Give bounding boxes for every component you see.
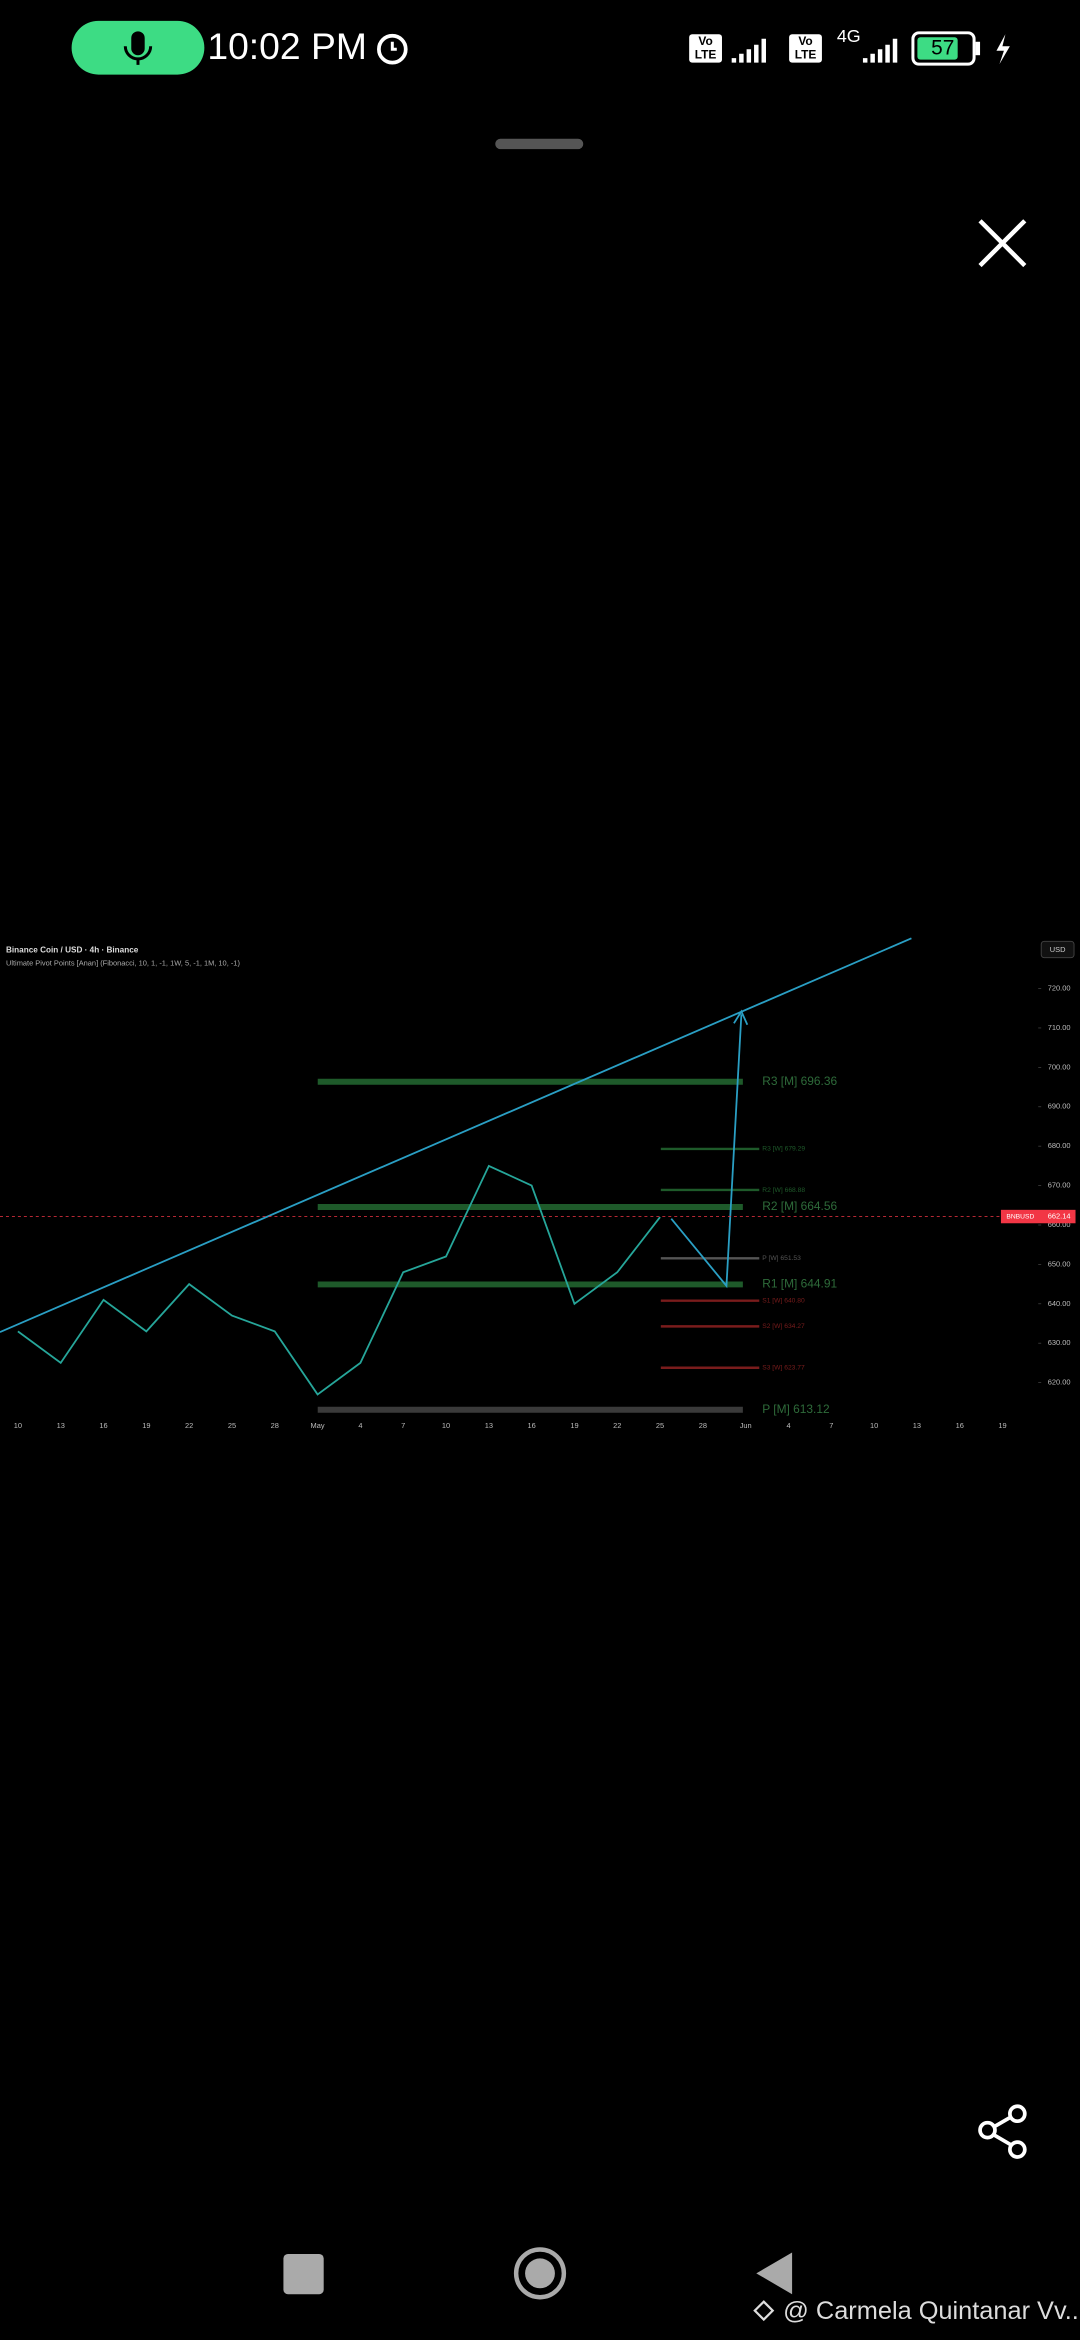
watermark: @ Carmela Quintanar Vv...: [783, 2297, 1080, 2325]
volte-text: Vo: [698, 34, 712, 48]
mic-icon: [131, 31, 145, 56]
mic-icon: [123, 46, 153, 65]
volte-badge: [689, 34, 722, 63]
x-tick-label: 4: [358, 1421, 362, 1430]
pivot-label: P [W] 651.53: [762, 1255, 801, 1262]
volte-badge: [789, 34, 822, 63]
y-tick-label: 670.00: [1048, 1181, 1071, 1190]
x-tick-label: 19: [998, 1421, 1006, 1430]
last-price-value: 662.14: [1048, 1212, 1071, 1221]
pivot-label: S2 [W] 634.27: [762, 1323, 805, 1330]
network-type: 4G: [837, 26, 861, 46]
pivot-label: S3 [W] 623.77: [762, 1365, 805, 1372]
last-price-symbol: BNBUSD: [1006, 1213, 1034, 1220]
x-tick-label: 16: [528, 1421, 536, 1430]
share-button[interactable]: [978, 2104, 1027, 2159]
recents-button[interactable]: [283, 2253, 324, 2295]
y-tick-label: 620.00: [1048, 1378, 1071, 1387]
chart-subtitle: Ultimate Pivot Points [Anan] (Fibonacci,…: [6, 959, 240, 968]
last-price-badge: [1000, 1209, 1076, 1224]
volte-text: LTE: [795, 47, 817, 61]
battery-tip: [975, 41, 981, 56]
volte-text: Vo: [798, 34, 812, 48]
back-button[interactable]: [756, 2252, 793, 2295]
y-tick-label: 680.00: [1048, 1141, 1071, 1150]
y-tick-label: 660.00: [1048, 1220, 1071, 1229]
x-tick-label: 16: [956, 1421, 964, 1430]
home-button[interactable]: [513, 2247, 567, 2300]
x-tick-label: 19: [570, 1421, 578, 1430]
currency: USD: [1050, 945, 1066, 954]
x-tick-label: May: [311, 1421, 325, 1430]
x-tick-label: 28: [271, 1421, 279, 1430]
y-tick-label: 710.00: [1048, 1023, 1071, 1032]
battery-level: [917, 37, 958, 60]
pivot-label: P [M] 613.12: [762, 1402, 830, 1416]
y-tick-label: 690.00: [1048, 1102, 1071, 1111]
x-tick-label: 7: [829, 1421, 833, 1430]
pivot-label: R3 [W] 679.29: [762, 1146, 805, 1153]
x-tick-label: 19: [142, 1421, 150, 1430]
y-tick-label: 720.00: [1048, 984, 1071, 993]
chart-title: Binance Coin / USD · 4h · Binance: [6, 945, 139, 954]
home-button: [525, 2258, 555, 2289]
battery-percent: 57: [931, 37, 954, 60]
x-tick-label: 16: [99, 1421, 107, 1430]
projection-arrow: [670, 1009, 749, 1289]
x-tick-label: 22: [613, 1421, 621, 1430]
x-tick-label: 28: [699, 1421, 707, 1430]
x-tick-label: 10: [14, 1421, 22, 1430]
price-line: [17, 1164, 661, 1396]
x-tick-label: 25: [228, 1421, 236, 1430]
y-tick-label: 700.00: [1048, 1062, 1071, 1071]
pivot-label: S1 [W] 640.80: [762, 1297, 805, 1304]
clock: 10:02 PM: [207, 25, 367, 67]
x-tick-label: 7: [401, 1421, 405, 1430]
volte-text: LTE: [695, 47, 717, 61]
pivot-label: R2 [W] 668.88: [762, 1187, 805, 1194]
x-tick-label: Jun: [740, 1421, 752, 1430]
pivot-label: R2 [M] 664.56: [762, 1199, 837, 1213]
y-tick-label: 630.00: [1048, 1338, 1071, 1347]
binance-icon: [753, 2300, 775, 2322]
x-tick-label: 4: [786, 1421, 790, 1430]
y-tick-label: 640.00: [1048, 1299, 1071, 1308]
battery: [911, 31, 976, 66]
x-tick-label: 13: [57, 1421, 65, 1430]
signal-icon: [731, 38, 766, 63]
currency-badge: [1040, 940, 1075, 959]
x-tick-label: 10: [442, 1421, 450, 1430]
x-tick-label: 13: [485, 1421, 493, 1430]
alarm-icon: [390, 41, 397, 51]
x-tick-label: 25: [656, 1421, 664, 1430]
pivot-label: R1 [M] 644.91: [762, 1277, 837, 1291]
pivot-label: R3 [M] 696.36: [762, 1074, 837, 1088]
drag-handle[interactable]: [495, 138, 584, 150]
chart: Binance Coin / USD · 4h · Binance Ultima…: [0, 937, 1076, 1430]
trendline: [0, 937, 912, 1333]
x-tick-label: 13: [913, 1421, 921, 1430]
screen-content: 10:02 PM Vo LTE Vo LTE 4G 57 Binance Coi…: [0, 20, 1080, 2325]
charging-icon: [996, 34, 1010, 65]
y-tick-label: 650.00: [1048, 1259, 1071, 1268]
x-tick-label: 22: [185, 1421, 193, 1430]
x-tick-label: 10: [870, 1421, 878, 1430]
alarm-icon: [377, 33, 408, 65]
signal-icon: [862, 38, 898, 63]
close-button[interactable]: [978, 219, 1027, 268]
